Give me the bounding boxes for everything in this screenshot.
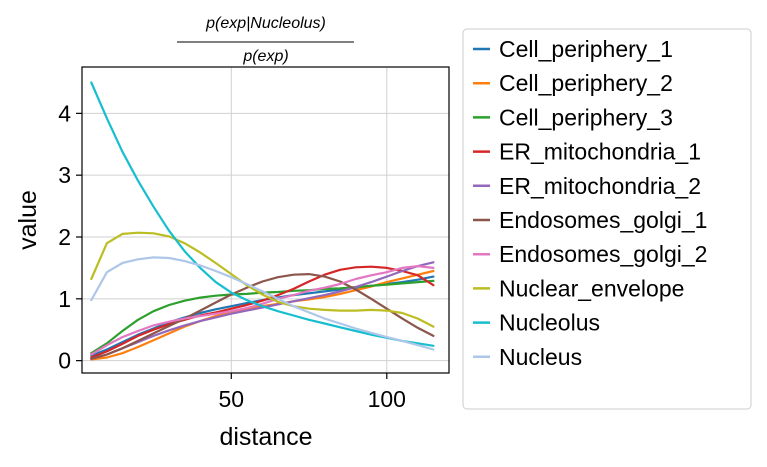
series-line-nuclear-envelope — [90, 231, 435, 328]
legend-label: Nucleus — [499, 344, 582, 370]
series-line-er-mitochondria-2 — [90, 261, 435, 360]
legend-label: Cell_periphery_2 — [499, 70, 673, 96]
axis-ticks: 50 100 0 1 2 3 4 — [58, 100, 406, 412]
series-lines — [90, 81, 435, 361]
y-axis-label: value — [14, 190, 42, 250]
y-tick-label: 1 — [58, 286, 71, 312]
legend-label: Cell_periphery_3 — [499, 104, 673, 130]
y-tick-label: 4 — [58, 100, 71, 126]
series-line-nucleus — [90, 256, 435, 351]
title-numerator: p(exp|Nucleolus) — [205, 15, 326, 32]
title-denominator: p(exp) — [242, 48, 288, 65]
legend-label: Nuclear_envelope — [499, 275, 684, 301]
legend: Cell_periphery_1 Cell_periphery_2 Cell_per… — [473, 36, 707, 370]
legend-label: Nucleolus — [499, 310, 600, 336]
legend-label: Cell_periphery_1 — [499, 36, 673, 62]
x-axis-label: distance — [219, 423, 312, 451]
legend-label: ER_mitochondria_1 — [499, 139, 701, 165]
legend-label: Endosomes_golgi_1 — [499, 207, 707, 233]
legend-box — [462, 28, 752, 410]
grid — [82, 67, 449, 373]
series-line-nucleolus — [90, 81, 435, 347]
y-tick-label: 3 — [58, 162, 71, 188]
legend-label: ER_mitochondria_2 — [499, 173, 701, 199]
series-line-er-mitochondria-1 — [90, 265, 435, 359]
series-line-endosomes-golgi-1 — [90, 273, 435, 360]
y-tick-label: 2 — [58, 224, 71, 250]
plot-frame — [81, 66, 450, 374]
legend-label: Endosomes_golgi_2 — [499, 241, 707, 267]
x-tick-label: 50 — [218, 386, 244, 412]
x-tick-label: 100 — [368, 386, 406, 412]
series-line-endosomes-golgi-2 — [90, 265, 435, 356]
chart-title: p(exp|Nucleolus) p(exp) — [177, 15, 354, 65]
y-tick-label: 0 — [58, 348, 71, 374]
